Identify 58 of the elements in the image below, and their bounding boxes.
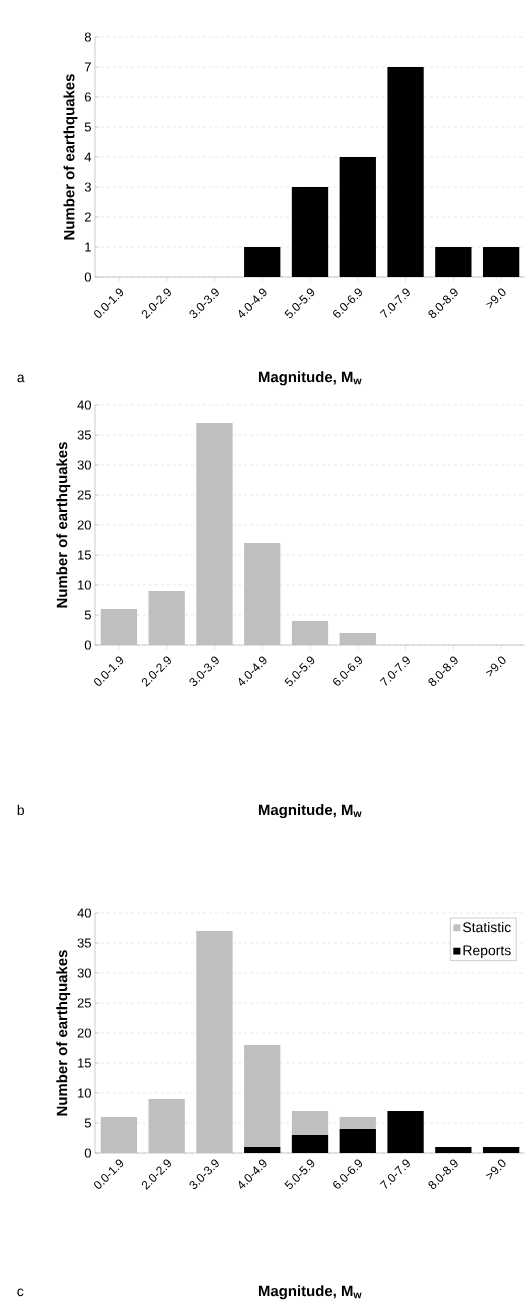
y-tick-label: 15	[78, 1058, 91, 1068]
y-tick-label: 10	[78, 1088, 91, 1098]
y-tick-label: 20	[77, 520, 91, 530]
legend-label: Reports	[463, 945, 511, 959]
x-tick-label: >9.0	[485, 288, 506, 309]
y-axis-title: Number of earthquakes	[56, 442, 71, 608]
x-axis-title: Magnitude, M$_{w}$	[258, 371, 362, 386]
y-tick-label: 3	[84, 182, 91, 192]
y-tick-label: 5	[84, 1118, 91, 1128]
bar	[291, 1135, 329, 1154]
y-tick-label: 0	[84, 1148, 91, 1158]
y-tick-label: 1	[85, 242, 91, 252]
text: b	[17, 804, 24, 816]
y-tick-label: 15	[78, 550, 91, 560]
bar	[482, 247, 520, 277]
y-tick-label: 25	[77, 998, 91, 1008]
bar	[482, 1147, 520, 1154]
y-tick-label: 35	[77, 938, 91, 948]
y-tick-label: 5	[84, 610, 91, 620]
legend-label: Statistic	[463, 922, 511, 933]
y-tick-label: 8	[84, 32, 91, 42]
bar	[387, 1111, 424, 1154]
y-tick-label: 7	[84, 62, 91, 72]
bar	[435, 1147, 472, 1154]
bar	[339, 157, 376, 277]
y-tick-label: 30	[77, 968, 91, 978]
text: a	[17, 374, 25, 383]
bar	[291, 621, 329, 646]
y-tick-label: 10	[78, 580, 91, 590]
bar	[291, 187, 329, 277]
y-tick-label: 6	[84, 92, 91, 102]
bar	[291, 1111, 329, 1136]
y-tick-label: 0	[84, 640, 91, 650]
bar	[339, 633, 376, 646]
x-axis-title: Magnitude, M$_{w}$	[258, 804, 362, 819]
bar	[244, 1147, 281, 1154]
bar	[339, 1117, 376, 1130]
bar	[435, 247, 472, 277]
y-axis-title: Number of earthquakes	[56, 950, 71, 1116]
y-tick-label: 40	[77, 908, 91, 918]
y-tick-label: 2	[84, 212, 91, 222]
bar	[244, 1045, 281, 1148]
x-axis-title: Magnitude, M$_{w}$	[258, 1285, 362, 1300]
y-tick-label: 20	[77, 1028, 91, 1038]
y-tick-label: 5	[84, 122, 91, 132]
y-tick-label: 0	[84, 272, 91, 282]
text: c	[17, 1288, 24, 1297]
y-tick-label: 30	[77, 460, 91, 470]
x-tick-label: >9.0	[485, 656, 506, 677]
y-tick-label: 35	[77, 430, 91, 440]
y-tick-label: 40	[77, 400, 91, 410]
x-tick-label: >9.0	[485, 1159, 506, 1180]
y-tick-label: 4	[84, 152, 92, 162]
y-axis-title: Number of earthquakes	[63, 74, 78, 240]
bar	[387, 67, 424, 277]
bar	[244, 247, 281, 277]
bar	[339, 1129, 376, 1154]
y-tick-label: 25	[77, 490, 91, 500]
